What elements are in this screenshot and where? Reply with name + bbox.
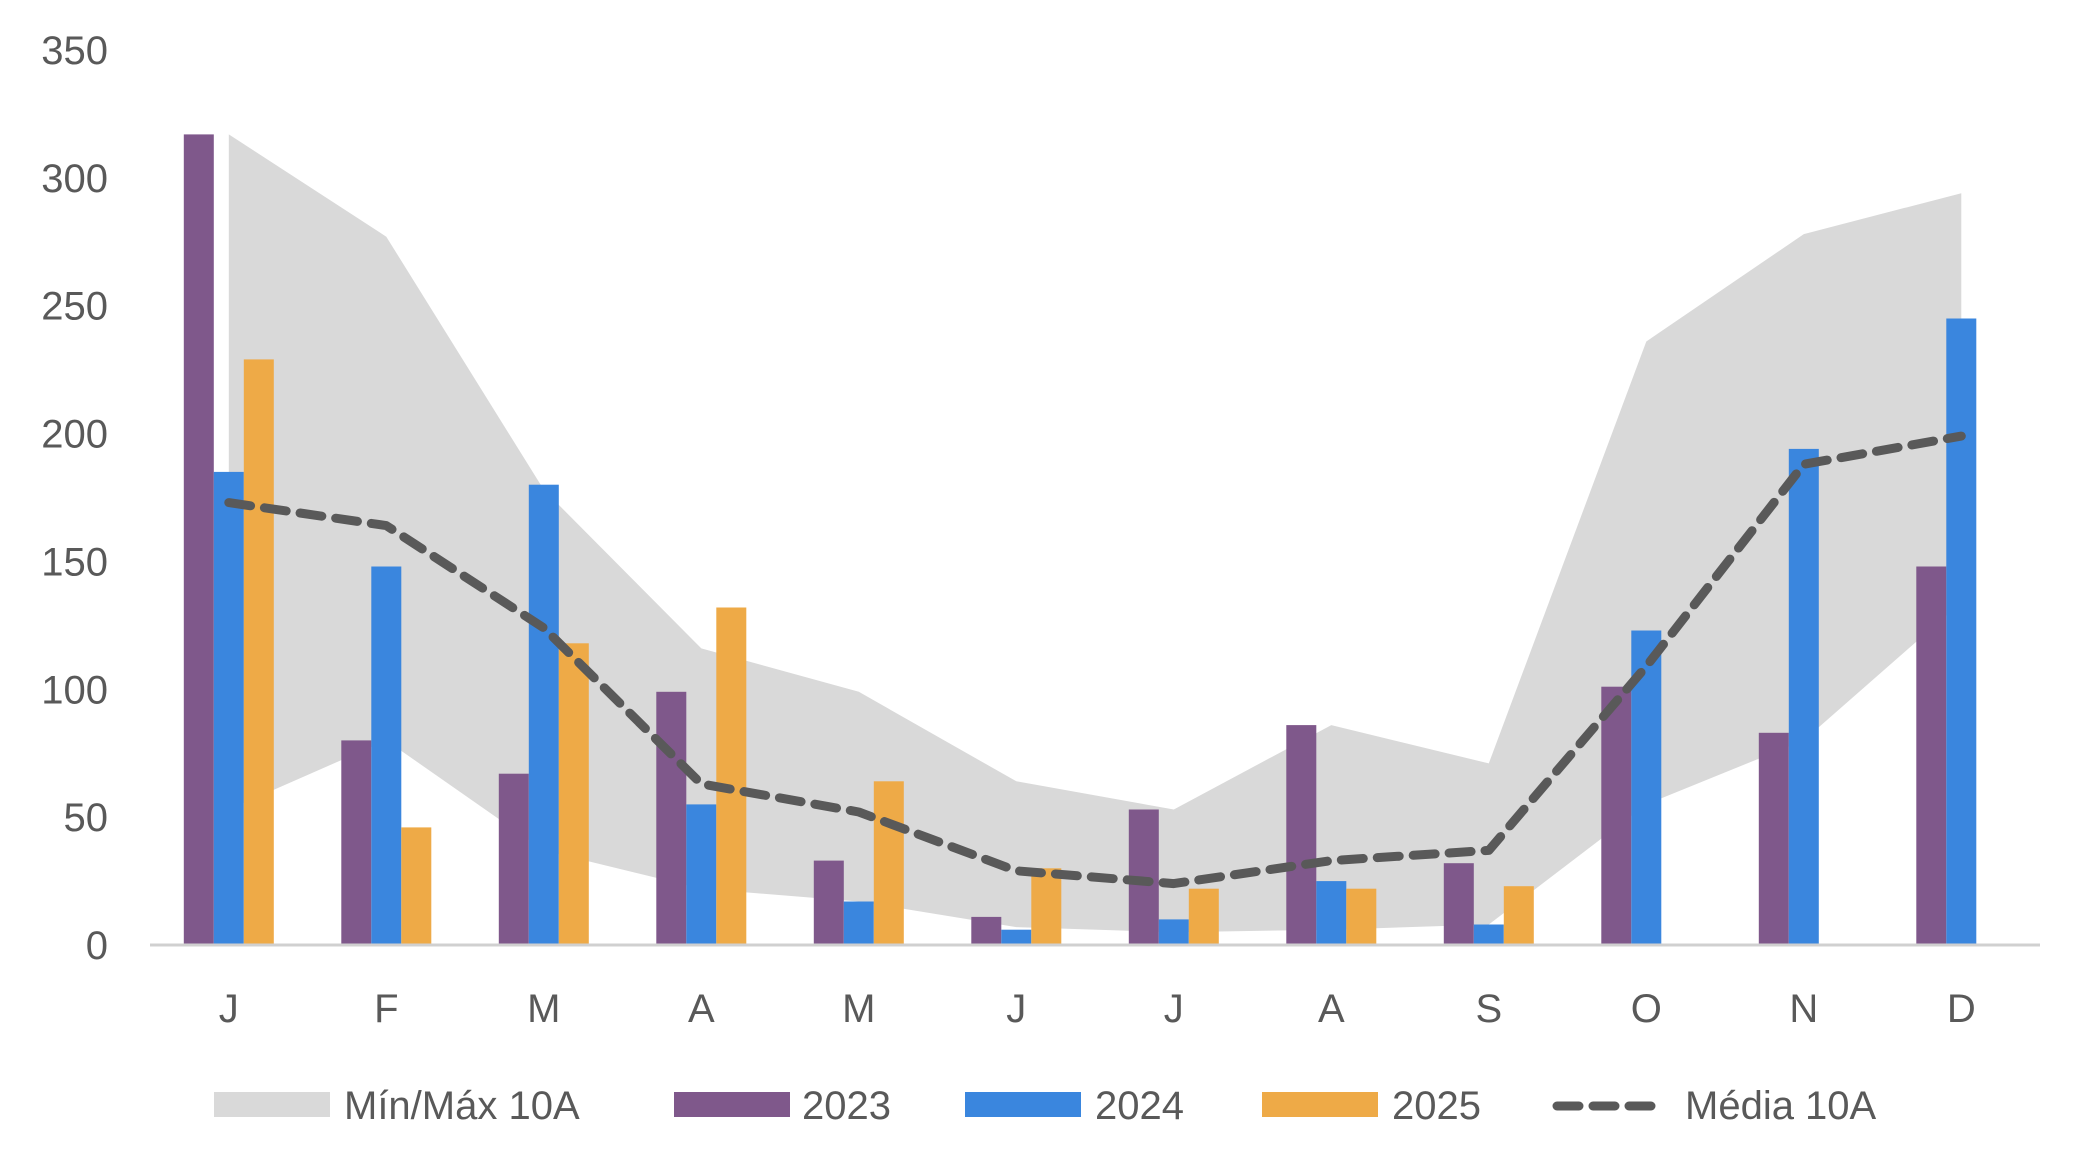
bar-2025-1 (401, 827, 432, 945)
y-tick-label: 200 (41, 413, 108, 457)
legend-label-2024: 2024 (1095, 1084, 1184, 1128)
y-tick-label: 250 (41, 285, 108, 329)
y-tick-label: 0 (86, 924, 108, 968)
bar-2025-5 (1031, 868, 1062, 945)
bar-2023-0 (183, 134, 214, 945)
legend-label-2023: 2023 (802, 1084, 891, 1128)
y-tick-label: 350 (41, 29, 108, 73)
average-line-layer (224, 431, 1966, 889)
x-tick-label: S (1475, 987, 1502, 1031)
bar-2023-3 (656, 691, 687, 945)
legend: Mín/Máx 10A 2023 2024 2025 Média 10A (214, 1084, 1877, 1128)
legend-label-band: Mín/Máx 10A (344, 1084, 580, 1128)
bar-2025-4 (873, 781, 904, 945)
bar-2023-11 (1916, 566, 1947, 945)
bar-2023-2 (498, 773, 529, 945)
min-max-band-layer (228, 134, 1962, 933)
legend-swatch-2023 (674, 1092, 790, 1117)
bar-2024-7 (1316, 881, 1347, 945)
bar-2023-10 (1758, 732, 1789, 945)
bar-2023-1 (341, 740, 372, 945)
y-tick-label: 50 (64, 796, 109, 840)
bar-2024-11 (1946, 318, 1977, 945)
legend-item-average: Média 10A (1552, 1084, 1877, 1128)
x-tick-label: F (374, 987, 398, 1031)
y-axis-ticks: 0 50 100 150 200 250 300 350 (41, 29, 108, 968)
legend-swatch-band (214, 1092, 330, 1117)
legend-item-2025: 2025 (1262, 1084, 1481, 1128)
bars-layer (183, 134, 1977, 945)
bar-2025-3 (716, 607, 747, 945)
x-tick-label: J (1006, 987, 1026, 1031)
legend-label-average: Média 10A (1685, 1084, 1877, 1128)
legend-item-band: Mín/Máx 10A (214, 1084, 580, 1128)
x-tick-label: M (842, 987, 875, 1031)
bar-2023-5 (971, 916, 1002, 945)
average-line (224, 431, 1966, 889)
x-tick-label: J (219, 987, 239, 1031)
bar-2023-7 (1286, 725, 1317, 945)
bar-2024-3 (686, 804, 717, 945)
bar-2024-4 (843, 901, 874, 945)
legend-item-2023: 2023 (674, 1084, 891, 1128)
bar-2023-4 (813, 860, 844, 945)
bar-2024-5 (1001, 929, 1032, 945)
bar-2024-8 (1473, 924, 1504, 945)
bar-2025-6 (1188, 888, 1219, 945)
y-tick-label: 100 (41, 668, 108, 712)
bar-2025-2 (558, 643, 589, 945)
legend-label-2025: 2025 (1392, 1084, 1481, 1128)
x-tick-label: N (1789, 987, 1818, 1031)
bar-2025-0 (243, 359, 274, 945)
x-tick-label: D (1947, 987, 1976, 1031)
bar-2024-6 (1158, 919, 1189, 945)
bar-2024-1 (371, 566, 402, 945)
bar-2025-8 (1503, 886, 1534, 945)
x-tick-label: A (688, 987, 715, 1031)
bar-2023-8 (1443, 863, 1474, 945)
legend-swatch-2025 (1262, 1092, 1378, 1117)
bar-2025-7 (1346, 888, 1377, 945)
x-tick-label: M (527, 987, 560, 1031)
bar-2024-10 (1788, 448, 1819, 945)
legend-item-2024: 2024 (965, 1084, 1184, 1128)
legend-swatch-2024 (965, 1092, 1081, 1117)
y-tick-label: 150 (41, 540, 108, 584)
bar-2023-9 (1601, 686, 1632, 945)
x-tick-label: J (1164, 987, 1184, 1031)
y-tick-label: 300 (41, 157, 108, 201)
min-max-band (228, 134, 1962, 933)
bar-2024-0 (213, 471, 244, 945)
x-tick-label: A (1318, 987, 1345, 1031)
bar-2024-2 (528, 484, 559, 945)
x-tick-label: O (1631, 987, 1662, 1031)
